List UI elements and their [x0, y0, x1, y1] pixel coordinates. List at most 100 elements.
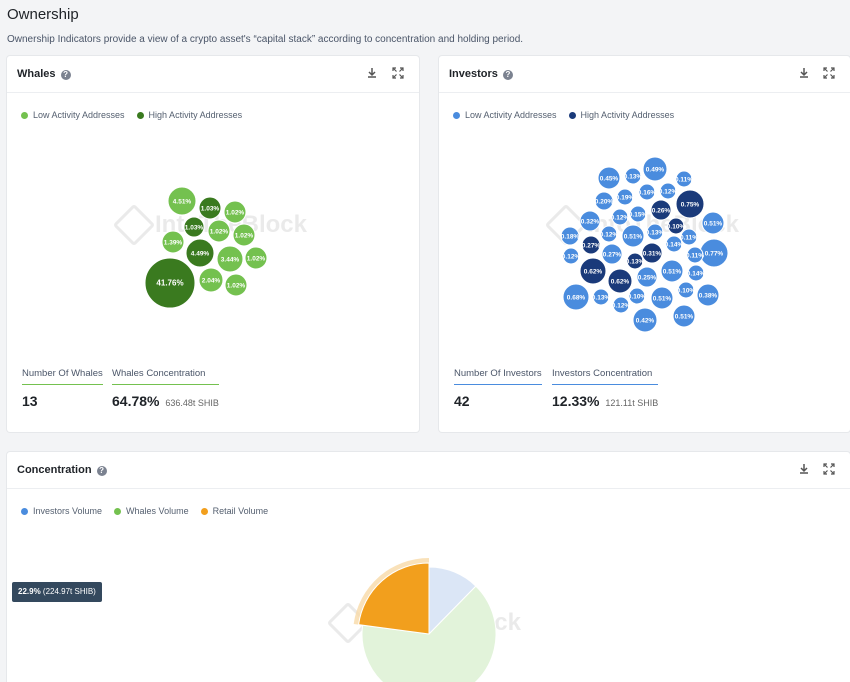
bubble[interactable]: 0.18% [560, 226, 580, 246]
bubble-circle [641, 242, 663, 264]
bubble-circle [611, 208, 629, 226]
bubble[interactable]: 0.77% [699, 238, 729, 268]
investors-concentration-stat: Investors Concentration 12.33% 121.11t S… [552, 368, 659, 409]
bubble-circle [675, 189, 705, 219]
bubble[interactable]: 1.02% [244, 246, 268, 270]
whales-bubble-chart: 4.51% 1.03% 1.02% 1.03% 1.02% 1.02% 1.39% 4.49%… [144, 186, 268, 309]
bubble[interactable]: 0.27% [601, 243, 623, 265]
bubble-label: 3.44% [221, 257, 240, 264]
bubble[interactable]: 4.49% [185, 238, 215, 268]
bubble[interactable]: 0.32% [579, 210, 601, 232]
download-icon[interactable] [797, 463, 811, 477]
bubble[interactable]: 0.12% [562, 247, 581, 265]
bubble[interactable]: 0.62% [607, 268, 633, 294]
bubble-label: 0.13% [624, 174, 643, 181]
help-icon[interactable]: ? [96, 466, 107, 476]
bubble[interactable]: 0.51% [660, 259, 684, 283]
investors-concentration-value: 12.33% 121.11t SHIB [552, 393, 659, 409]
bubble[interactable]: 0.14% [687, 264, 706, 282]
bubble[interactable]: 0.11% [675, 170, 693, 188]
bubble-label: 0.13% [646, 230, 665, 237]
bubble-circle [646, 223, 664, 241]
bubble[interactable]: 0.13% [624, 167, 643, 185]
bubble[interactable]: 0.13% [592, 288, 611, 306]
bubble-circle [579, 257, 607, 285]
download-icon[interactable] [797, 67, 811, 81]
bubble[interactable]: 0.11% [680, 228, 698, 246]
bubble[interactable]: 0.12% [659, 182, 678, 200]
bubble[interactable]: 0.20% [594, 191, 614, 211]
whales-concentration-label: Whales Concentration [112, 368, 219, 385]
bubble[interactable]: 0.11% [686, 246, 704, 264]
bubble-circle [642, 156, 668, 182]
bubble[interactable]: 0.45% [597, 166, 621, 190]
bubble[interactable]: 0.12% [612, 296, 631, 314]
legend-item-high-activity[interactable]: High Activity Addresses [136, 110, 242, 120]
investors-title: Investors? [449, 68, 513, 80]
concentration-card-header: Concentration? [7, 452, 850, 489]
legend-item-retail-volume[interactable]: Retail Volume [200, 506, 269, 516]
bubble[interactable]: 0.51% [672, 304, 696, 328]
bubble[interactable]: 0.31% [641, 242, 663, 264]
legend-item-low-activity[interactable]: Low Activity Addresses [21, 110, 125, 120]
bubble-circle [600, 225, 618, 243]
bubble[interactable]: 0.26% [650, 199, 672, 221]
bubble[interactable]: 0.49% [642, 156, 668, 182]
bubble[interactable]: 0.10% [628, 287, 647, 305]
bubble[interactable]: 1.02% [224, 273, 248, 297]
bubble[interactable]: 3.44% [216, 245, 244, 273]
bubble[interactable]: 0.15% [629, 205, 648, 223]
bubble[interactable]: 1.02% [232, 223, 256, 247]
bubble-label: 0.51% [653, 296, 672, 303]
legend-item-low-activity[interactable]: Low Activity Addresses [453, 110, 557, 120]
bubble[interactable]: 0.13% [646, 223, 665, 241]
bubble[interactable]: 0.12% [611, 208, 630, 226]
bubble[interactable]: 0.51% [701, 211, 725, 235]
legend-item-investors-volume[interactable]: Investors Volume [21, 506, 102, 516]
bubble[interactable]: 0.51% [650, 286, 674, 310]
bubble[interactable]: 0.16% [638, 183, 657, 201]
bubble-circle [667, 217, 685, 235]
bubble[interactable]: 0.27% [581, 235, 601, 255]
bubble-label: 1.02% [235, 233, 254, 240]
expand-icon[interactable] [391, 67, 405, 81]
bubble-label: 0.12% [611, 215, 630, 222]
bubble-circle [621, 224, 645, 248]
expand-icon[interactable] [822, 463, 836, 477]
help-icon[interactable]: ? [60, 70, 71, 80]
legend-item-high-activity[interactable]: High Activity Addresses [568, 110, 674, 120]
bubble[interactable]: 0.10% [677, 281, 696, 299]
bubble[interactable]: 41.76% [144, 257, 196, 309]
bubble[interactable]: 4.51% [167, 186, 197, 216]
bubble[interactable]: 0.38% [696, 283, 720, 307]
bubble[interactable]: 0.68% [562, 283, 590, 311]
bubble[interactable]: 0.12% [600, 225, 619, 243]
bubble[interactable]: 0.75% [675, 189, 705, 219]
legend-label: Low Activity Addresses [465, 110, 557, 120]
expand-icon[interactable] [822, 67, 836, 81]
bubble[interactable]: 2.04% [198, 267, 224, 293]
bubble[interactable]: 0.25% [636, 266, 658, 288]
bubble[interactable]: 1.03% [183, 216, 205, 238]
help-icon[interactable]: ? [502, 70, 513, 80]
bubble[interactable]: 0.14% [665, 235, 684, 253]
bubble[interactable]: 1.02% [223, 200, 247, 224]
pie-slice-retail[interactable] [358, 562, 430, 635]
bubble[interactable]: 0.19% [616, 188, 635, 206]
bubble[interactable]: 0.10% [667, 217, 686, 235]
bubble[interactable]: 0.42% [632, 307, 658, 333]
bubble[interactable]: 0.51% [621, 224, 645, 248]
bubble[interactable]: 1.39% [161, 230, 185, 254]
investors-card-header: Investors? [439, 56, 850, 93]
bubble[interactable]: 1.02% [207, 219, 231, 243]
legend-item-whales-volume[interactable]: Whales Volume [114, 506, 189, 516]
download-icon[interactable] [365, 67, 379, 81]
bubble-circle [626, 252, 644, 270]
bubble[interactable]: 1.03% [198, 196, 222, 220]
legend-dot [568, 111, 576, 119]
legend-label: Retail Volume [212, 506, 269, 516]
bubble-circle [223, 200, 247, 224]
bubble[interactable]: 0.62% [579, 257, 607, 285]
bubble-label: 0.51% [704, 221, 723, 228]
bubble[interactable]: 0.13% [626, 252, 645, 270]
